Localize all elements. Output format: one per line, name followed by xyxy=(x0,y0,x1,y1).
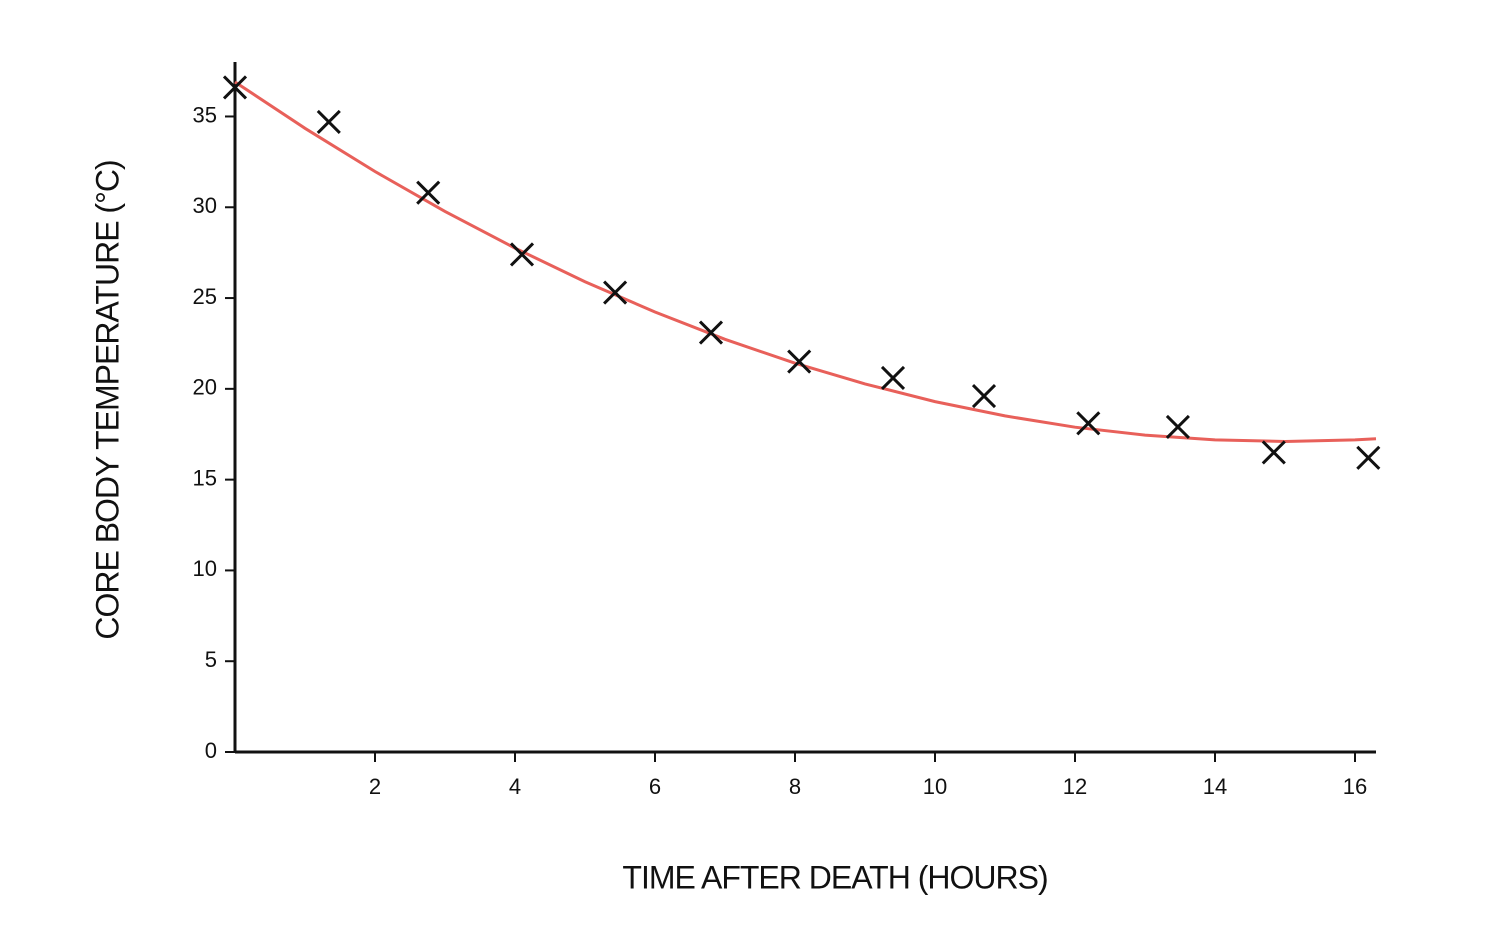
x-axis-label: TIME AFTER DEATH (HOURS) xyxy=(622,859,1047,895)
y-tick-label: 10 xyxy=(193,556,217,581)
y-tick-label: 15 xyxy=(193,465,217,490)
x-tick-label: 16 xyxy=(1343,774,1367,799)
x-tick-label: 6 xyxy=(649,774,661,799)
y-tick-label: 35 xyxy=(193,102,217,127)
x-marker xyxy=(971,384,997,409)
x-marker xyxy=(222,75,248,100)
fit-curve xyxy=(234,80,1377,444)
y-tick-label: 30 xyxy=(193,193,217,218)
y-tick-label: 20 xyxy=(193,375,217,400)
x-marker xyxy=(1165,414,1190,440)
x-tick-label: 8 xyxy=(789,774,801,799)
x-marker xyxy=(698,320,724,345)
x-tick-label: 4 xyxy=(509,774,521,799)
x-marker xyxy=(1076,411,1101,436)
x-marker xyxy=(1356,445,1381,470)
x-marker xyxy=(416,180,441,205)
x-marker xyxy=(787,349,812,374)
x-marker xyxy=(603,280,628,305)
x-tick-label: 10 xyxy=(923,774,947,799)
x-marker xyxy=(1261,440,1286,465)
y-axis-label: CORE BODY TEMPERATURE (°C) xyxy=(89,160,125,639)
x-marker xyxy=(509,242,535,267)
x-marker xyxy=(316,109,341,134)
x-tick-label: 14 xyxy=(1203,774,1227,799)
x-tick-label: 12 xyxy=(1063,774,1087,799)
x-tick-label: 2 xyxy=(369,774,381,799)
y-tick-label: 5 xyxy=(205,647,217,672)
y-tick-label: 25 xyxy=(193,284,217,309)
x-marker xyxy=(880,365,906,391)
y-tick-label: 0 xyxy=(205,738,217,763)
